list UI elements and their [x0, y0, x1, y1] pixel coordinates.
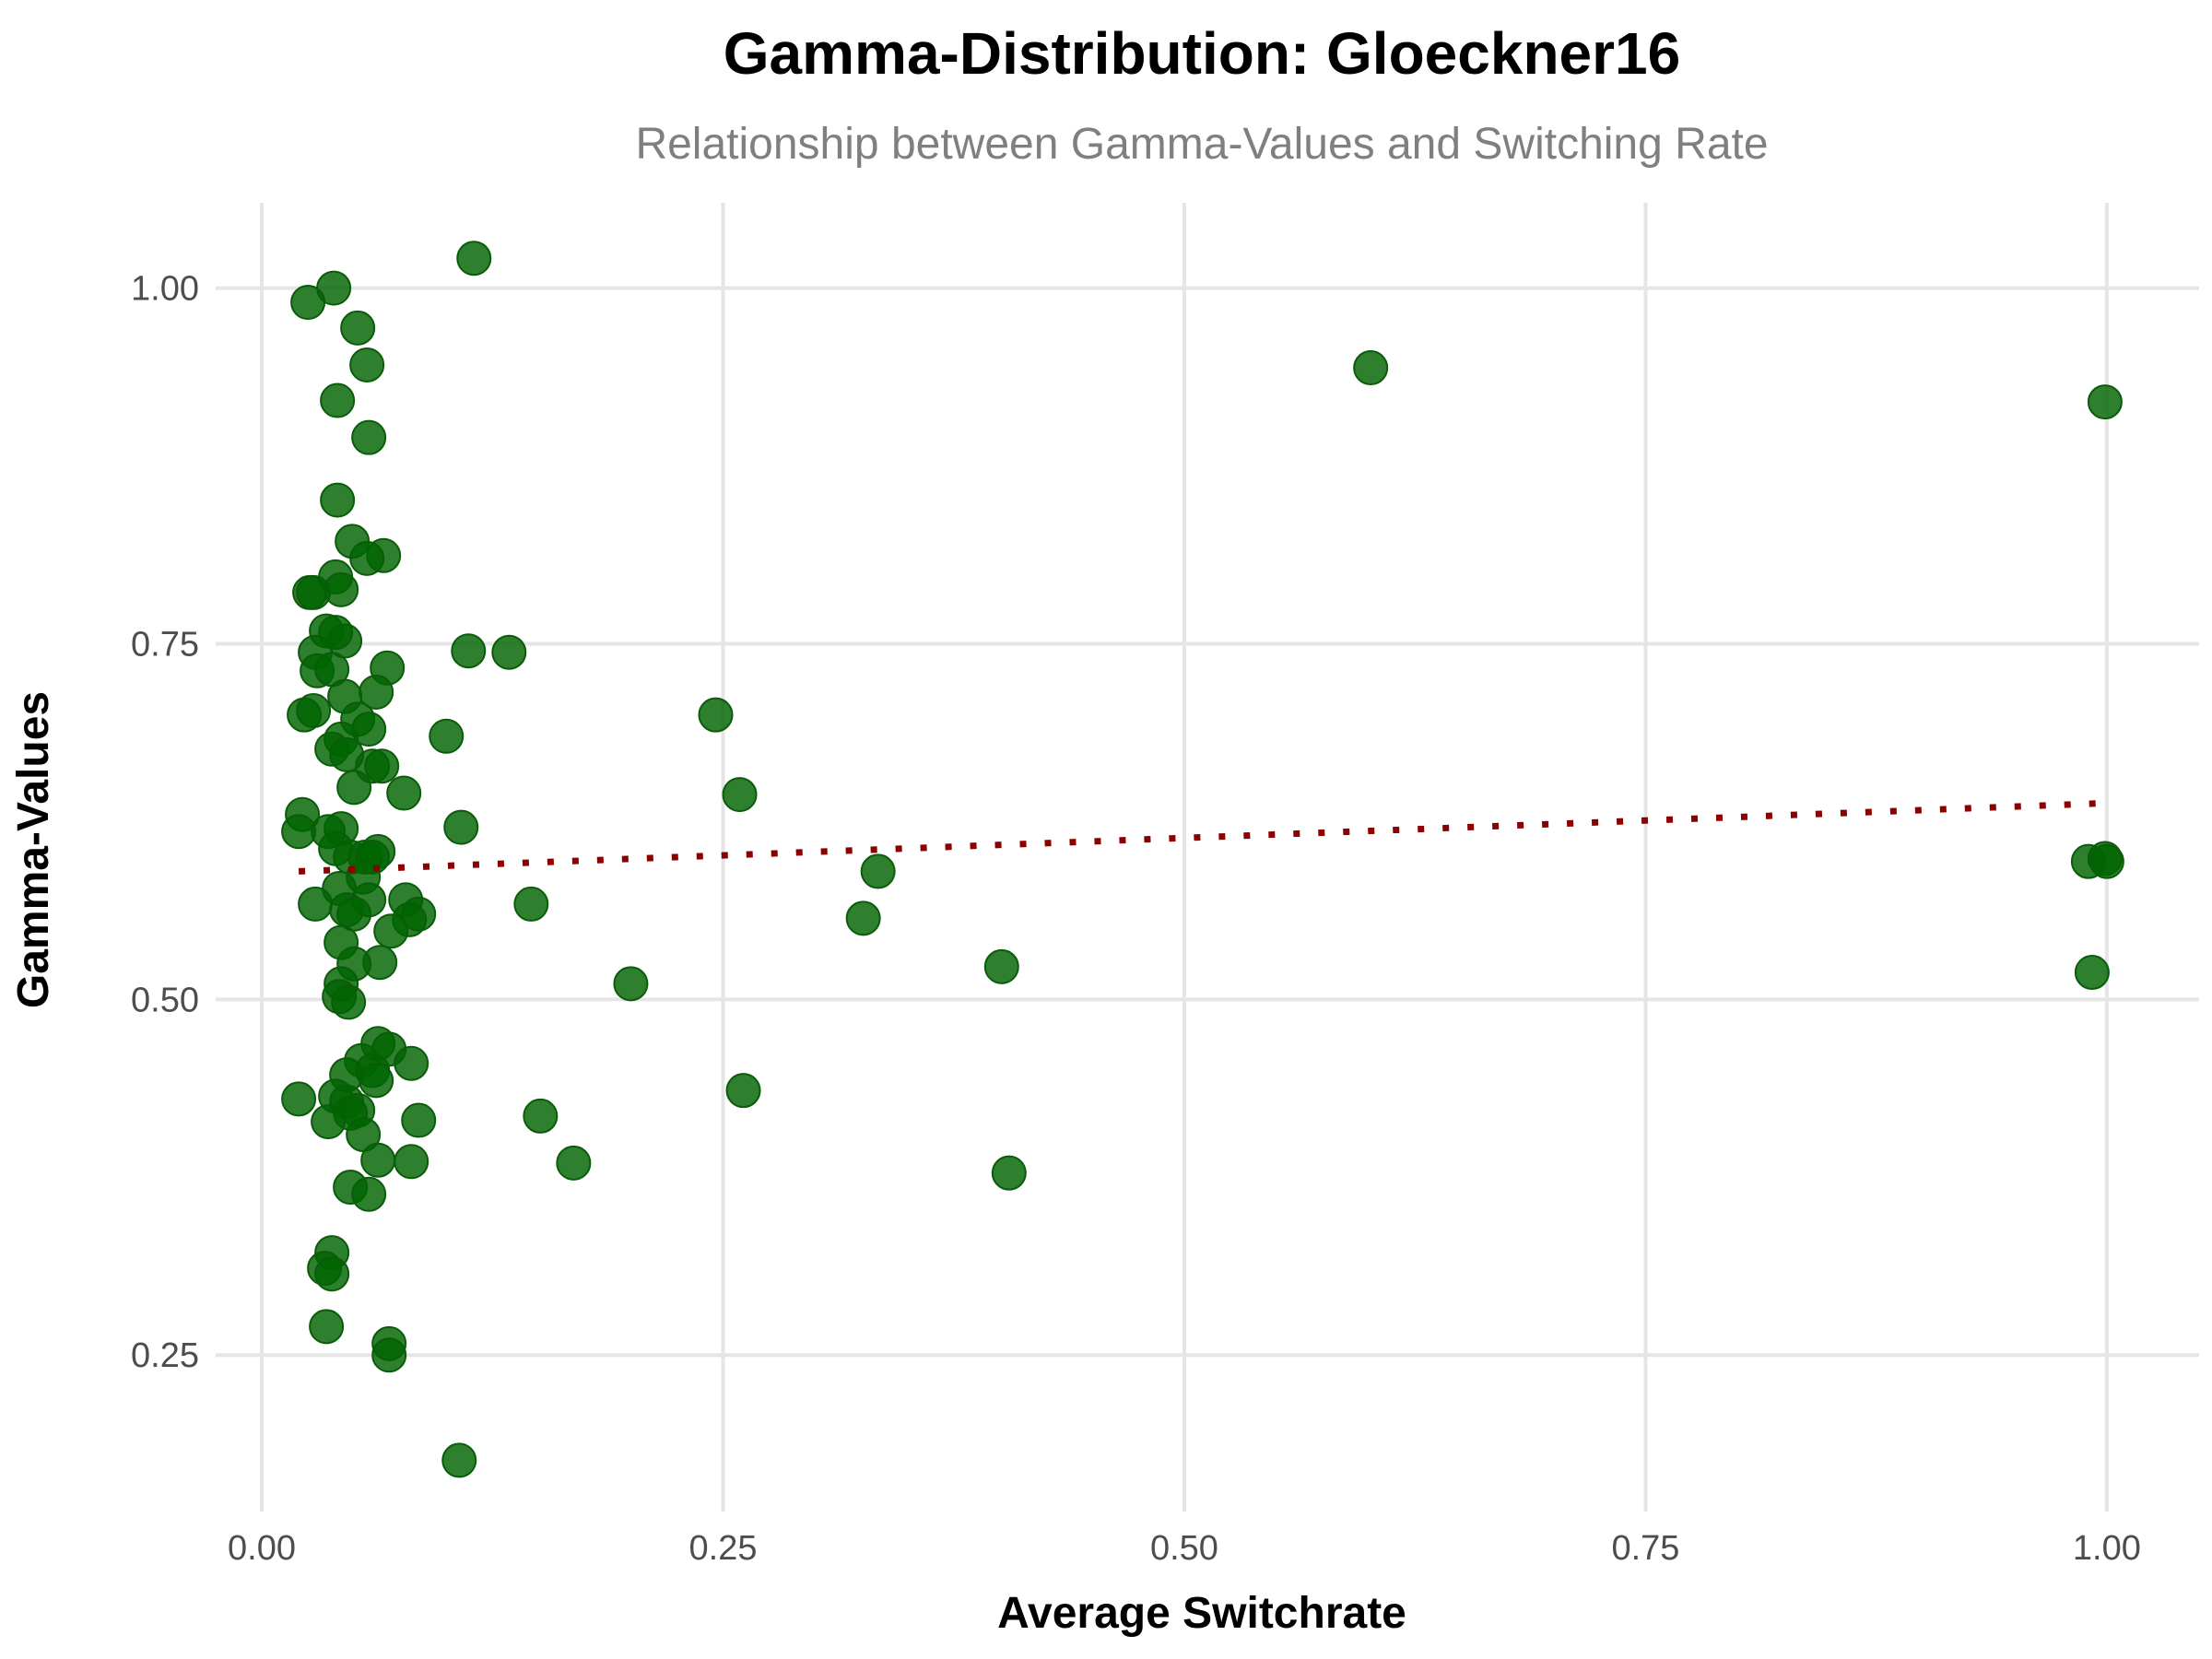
- x-tick-label: 1.00: [2073, 1529, 2141, 1568]
- chart-title: Gamma-Distribution: Gloeckner16: [724, 20, 1680, 87]
- y-tick-label: 0.25: [131, 1336, 199, 1375]
- data-point: [698, 697, 734, 733]
- y-axis-ticks: 0.25 0.50 0.75 1.00: [131, 270, 199, 1376]
- data-point: [2087, 384, 2123, 420]
- data-point: [386, 775, 422, 811]
- data-point: [845, 900, 881, 936]
- data-point: [1353, 350, 1389, 386]
- data-point: [340, 310, 376, 346]
- data-points: [281, 241, 2124, 1478]
- data-point: [336, 770, 372, 806]
- data-point: [281, 1081, 317, 1117]
- data-point: [860, 853, 896, 889]
- trend-line-group: [298, 799, 2108, 875]
- data-point: [394, 1045, 429, 1081]
- data-point: [443, 809, 479, 845]
- data-point: [722, 777, 758, 813]
- data-point: [2074, 955, 2110, 991]
- data-point: [281, 814, 317, 850]
- data-point: [371, 1337, 407, 1373]
- trend-line: [298, 799, 2108, 875]
- data-point: [401, 1102, 437, 1138]
- data-point: [725, 1073, 761, 1109]
- data-point: [336, 896, 372, 932]
- data-point: [991, 1155, 1027, 1191]
- data-point: [441, 1442, 477, 1478]
- data-point: [2088, 843, 2124, 879]
- data-point: [349, 347, 385, 382]
- data-point: [556, 1145, 592, 1181]
- data-point: [314, 1256, 350, 1292]
- y-tick-label: 1.00: [131, 270, 199, 309]
- x-tick-label: 0.50: [1150, 1529, 1218, 1568]
- y-axis-title: Gamma-Values: [9, 691, 58, 1008]
- data-point: [523, 1098, 559, 1134]
- x-axis-ticks: 0.00 0.25 0.50 0.75 1.00: [228, 1529, 2141, 1568]
- y-tick-label: 0.75: [131, 625, 199, 664]
- data-point: [513, 886, 549, 922]
- data-point: [373, 913, 409, 949]
- x-axis-title: Average Switchrate: [997, 1589, 1406, 1638]
- data-point: [324, 571, 359, 607]
- data-point: [320, 482, 356, 518]
- data-point: [394, 1144, 429, 1180]
- data-point: [456, 241, 492, 276]
- x-tick-label: 0.75: [1611, 1529, 1679, 1568]
- data-point: [364, 748, 400, 784]
- data-point: [320, 382, 356, 418]
- data-point: [311, 1104, 347, 1140]
- data-point: [331, 984, 367, 1020]
- data-point: [349, 540, 385, 576]
- data-point: [491, 634, 527, 670]
- data-point: [351, 419, 387, 455]
- data-point: [359, 1063, 394, 1099]
- data-point: [613, 966, 649, 1002]
- data-point: [983, 948, 1019, 984]
- data-point: [296, 693, 332, 729]
- data-point: [360, 1142, 396, 1178]
- y-tick-label: 0.50: [131, 981, 199, 1019]
- grid: [216, 203, 2199, 1512]
- data-point: [351, 1176, 387, 1212]
- data-point: [290, 285, 326, 321]
- data-point: [451, 633, 487, 669]
- data-point: [429, 718, 465, 754]
- data-point: [298, 886, 334, 922]
- data-point: [309, 1309, 345, 1345]
- x-tick-label: 0.25: [689, 1529, 758, 1568]
- chart-subtitle: Relationship between Gamma-Values and Sw…: [635, 120, 1768, 169]
- x-tick-label: 0.00: [228, 1529, 296, 1568]
